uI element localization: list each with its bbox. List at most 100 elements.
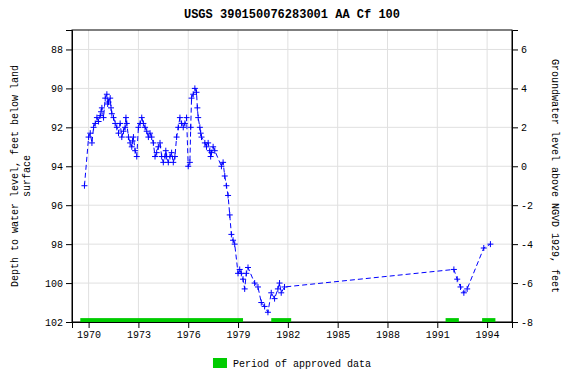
y-axis-tick-mark — [66, 322, 72, 323]
data-marker — [220, 159, 226, 165]
grid-line-y — [72, 166, 512, 167]
data-marker — [96, 118, 102, 124]
y-axis-tick-label: 96 — [51, 201, 63, 212]
y-axis-tick-mark — [66, 244, 72, 245]
legend: Period of approved data — [213, 358, 371, 370]
y2-axis-tick-label: 2 — [521, 123, 527, 134]
data-line — [84, 88, 490, 312]
x-axis-tick-mark — [437, 322, 438, 328]
y-axis-tick-label: 90 — [51, 84, 63, 95]
chart-svg: 1970197319761979198219851988199119948890… — [0, 0, 576, 384]
y2-axis-tick: -2 — [512, 201, 533, 212]
y-axis-line — [66, 31, 73, 323]
data-marker — [194, 89, 200, 95]
data-marker — [199, 134, 205, 140]
data-marker — [111, 115, 117, 121]
legend-item: Period of approved data — [213, 358, 371, 370]
y2-axis-tick-label: -6 — [521, 279, 533, 290]
data-marker — [481, 245, 487, 251]
data-marker — [262, 303, 268, 309]
data-marker — [87, 130, 93, 136]
x-axis-tick-label: 1991 — [426, 330, 450, 341]
data-marker — [150, 140, 156, 146]
data-marker — [187, 159, 193, 165]
data-marker — [198, 130, 204, 136]
grid-line-x — [437, 30, 438, 322]
y2-axis-tick: -6 — [512, 279, 533, 290]
data-marker — [89, 140, 95, 146]
data-marker — [258, 300, 264, 306]
data-marker — [255, 284, 261, 290]
x-axis-tick: 1991 — [426, 322, 450, 341]
grid-line-y — [72, 205, 512, 206]
data-marker — [134, 154, 140, 160]
data-marker — [227, 212, 233, 218]
data-marker — [464, 286, 470, 292]
y-axis-tick: 96 — [51, 201, 72, 212]
data-marker — [129, 144, 135, 150]
data-marker — [154, 150, 160, 156]
approved-bar — [446, 318, 459, 322]
data-marker — [205, 140, 211, 146]
y-axis-tick-label: 88 — [51, 45, 63, 56]
x-axis-tick-mark — [288, 322, 289, 328]
data-marker — [108, 105, 114, 111]
x-axis-tick-mark — [387, 322, 388, 328]
data-marker — [104, 91, 110, 97]
grid-line-x — [487, 30, 488, 322]
y-axis-tick: 102 — [45, 318, 72, 329]
data-marker — [242, 286, 248, 292]
data-marker — [208, 154, 214, 160]
y-axis-tick: 90 — [51, 84, 72, 95]
data-marker — [195, 115, 201, 121]
y2-axis-tick: -4 — [512, 240, 533, 251]
x-axis-tick: 1976 — [177, 322, 201, 341]
y2-axis-tick-label: 0 — [521, 162, 527, 173]
data-marker — [81, 183, 87, 189]
x-axis-tick-label: 1973 — [127, 330, 151, 341]
data-marker — [123, 115, 129, 121]
data-marker — [212, 148, 218, 154]
y2-axis-tick-mark — [512, 88, 518, 89]
plot-root: 1970197319761979198219851988199119948890… — [10, 30, 560, 370]
grid — [72, 30, 512, 322]
data-marker — [223, 183, 229, 189]
x-axis-tick: 1985 — [326, 322, 350, 341]
data-marker — [451, 266, 457, 272]
data-marker — [194, 105, 200, 111]
grid-line-x — [188, 30, 189, 322]
x-axis-line — [73, 323, 513, 329]
x-axis-tick: 1973 — [127, 322, 151, 341]
y2-axis-tick-label: -2 — [521, 201, 533, 212]
x-axis-tick-mark — [238, 322, 239, 328]
x-axis-tick-mark — [89, 322, 90, 328]
x-axis-tick-label: 1994 — [476, 330, 500, 341]
y-axis-tick-mark — [66, 88, 72, 89]
grid-line-y — [72, 283, 512, 284]
chart-title: USGS 390150076283001 AA Cf 100 — [184, 8, 400, 22]
data-marker — [119, 134, 125, 140]
x-axis-tick-label: 1970 — [77, 330, 101, 341]
y2-axis-tick-mark — [512, 244, 518, 245]
data-marker — [99, 105, 105, 111]
data-marker — [98, 109, 104, 115]
y2-axis-tick-label: 4 — [521, 84, 527, 95]
data-marker — [222, 173, 228, 179]
approved-bars — [80, 318, 495, 322]
data-marker — [130, 134, 136, 140]
y2-axis-tick-mark — [512, 283, 518, 284]
y-axis-tick-label: 100 — [45, 279, 63, 290]
x-axis-tick: 1994 — [476, 322, 500, 341]
y2-axis-tick-mark — [512, 49, 518, 50]
grid-line-x — [238, 30, 239, 322]
x-axis-tick-label: 1988 — [376, 330, 400, 341]
data-marker — [243, 270, 249, 276]
data-marker — [232, 241, 238, 247]
y-axis-tick-mark — [66, 283, 72, 284]
y2-axis-tick-mark — [512, 127, 518, 128]
x-axis-tick: 1982 — [276, 322, 300, 341]
y-axis-tick-mark — [66, 49, 72, 50]
y-axis-tick-mark — [66, 205, 72, 206]
y2-axis-label: Groundwater level above NGVD 1929, feet — [549, 59, 560, 293]
y2-axis-tick: 6 — [512, 45, 527, 56]
